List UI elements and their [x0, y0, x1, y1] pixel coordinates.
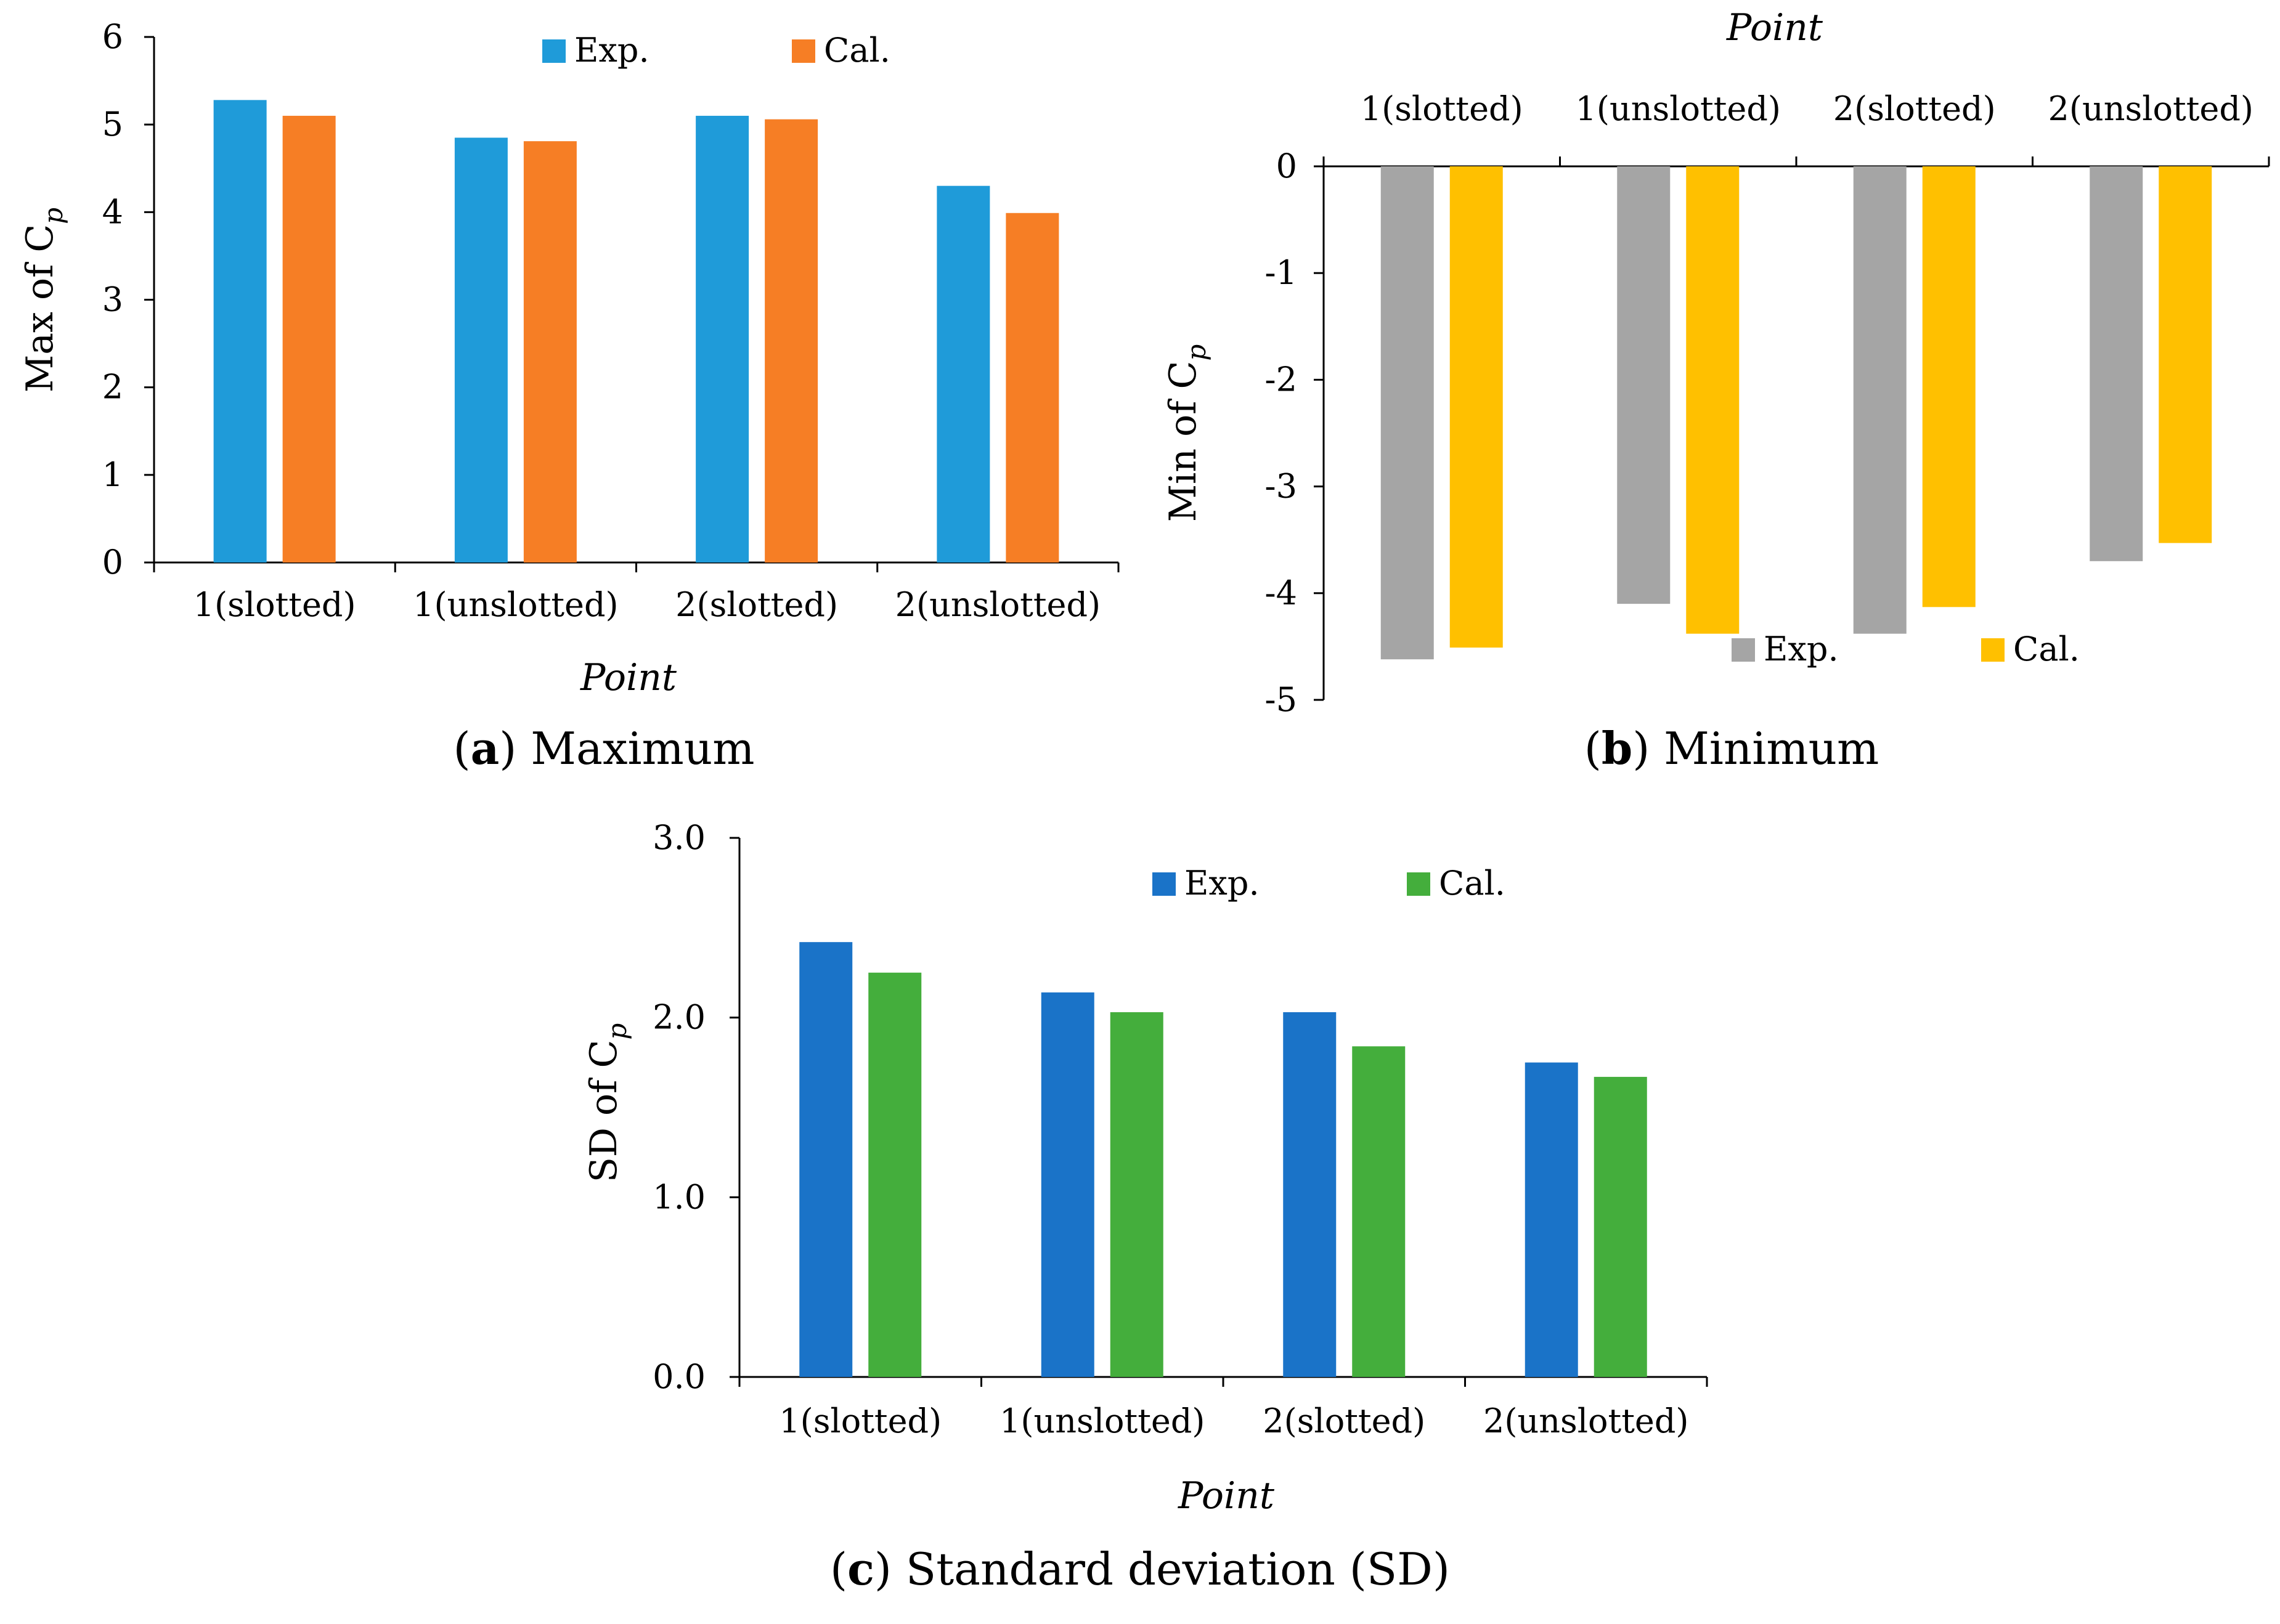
chart-c-y-tick-label: 3.0 [653, 818, 706, 857]
chart-a-bar-cal [1006, 213, 1059, 562]
chart-b-bar-cal [1922, 166, 1976, 607]
chart-b-bar-cal [1449, 166, 1503, 648]
chart-b-legend-label: Cal. [2013, 630, 2080, 668]
chart-b-caption: (b) Minimum [1584, 722, 1879, 774]
chart-b-y-title-text: Min of Cp [1162, 344, 1211, 522]
chart-a-legend-swatch [792, 39, 815, 63]
chart-c-legend-swatch [1152, 872, 1176, 896]
chart-a-x-tick-label: 2(slotted) [675, 585, 838, 624]
chart-c-x-tick-label: 1(slotted) [779, 1402, 942, 1440]
chart-a-caption-text: Maximum [531, 723, 754, 774]
chart-c-y-title-main: SD of C [582, 1040, 625, 1183]
chart-c-caption-text: Standard deviation (SD) [906, 1543, 1450, 1595]
chart-c-caption-close: ) [874, 1543, 906, 1595]
chart-a-y-title-sub: p [38, 208, 68, 224]
chart-b-x-tick-label: 1(slotted) [1361, 89, 1523, 128]
chart-c-bar-exp [1283, 1012, 1337, 1377]
chart-c-caption-letter: c [847, 1543, 874, 1595]
chart-b-y-title-main: Min of C [1162, 361, 1205, 522]
chart-b-y-tick-label: -3 [1264, 467, 1297, 506]
chart-a-y-tick-label: 1 [102, 455, 123, 494]
chart-c-bar-cal [1594, 1076, 1647, 1377]
chart-a-y-tick-label: 2 [102, 368, 123, 407]
chart-b-legend-swatch [1732, 638, 1755, 662]
chart-b-y-tick-label: -5 [1264, 680, 1297, 719]
chart-b-legend-swatch [1981, 638, 2005, 662]
chart-c-y-title-text: SD of Cp [582, 1023, 632, 1182]
chart-b-caption-text: Minimum [1664, 723, 1879, 774]
chart-a-caption-close: ) [499, 723, 531, 774]
chart-c-y-title-sub: p [602, 1023, 632, 1040]
chart-a-x-tick-label: 2(unslotted) [895, 585, 1101, 624]
chart-a-y-tick-label: 0 [102, 543, 123, 582]
chart-c-caption: (c) Standard deviation (SD) [830, 1543, 1450, 1595]
chart-b-y-tick-label: 0 [1276, 147, 1297, 185]
chart-b-y-title-sub: p [1181, 344, 1211, 361]
chart-b-caption-open: ( [1584, 723, 1602, 774]
chart-b-bar-exp [2090, 166, 2143, 561]
chart-c-bar-cal [1110, 1012, 1163, 1377]
chart-c-legend-swatch [1407, 872, 1430, 896]
chart-c-caption-open: ( [830, 1543, 847, 1595]
chart-c-bar-exp [1525, 1062, 1578, 1377]
chart-b-bar-cal [1686, 166, 1740, 634]
chart-b-x-tick-label: 1(unslotted) [1576, 89, 1781, 128]
chart-a-y-tick-label: 4 [102, 192, 123, 231]
chart-a-y-tick-label: 5 [102, 105, 123, 144]
chart-c-bar-exp [799, 942, 853, 1377]
chart-a-y-title: Max of Cp [18, 208, 68, 392]
chart-a-caption-letter: a [471, 722, 500, 774]
chart-b-x-tick-label: 2(slotted) [1833, 89, 1996, 128]
chart-b-legend-label: Exp. [1764, 630, 1839, 668]
chart-a-bar-exp [937, 185, 990, 562]
chart-a-caption: (a) Maximum [454, 722, 755, 774]
chart-c-legend-label: Cal. [1439, 864, 1505, 903]
chart-c-bar-exp [1041, 992, 1094, 1377]
chart-c-x-tick-label: 2(slotted) [1263, 1402, 1425, 1440]
chart-a-bar-cal [282, 115, 336, 562]
chart-a-bar-exp [696, 115, 749, 562]
chart-a-y-title-main: Max of C [18, 224, 62, 392]
chart-c-y-title: SD of Cp [582, 1023, 632, 1182]
chart-a-bar-cal [523, 141, 577, 562]
chart-b-caption-close: ) [1632, 723, 1664, 774]
chart-c-x-title: Point [1178, 1474, 1275, 1517]
chart-a-x-title: Point [580, 656, 677, 699]
chart-a-legend-label: Exp. [574, 31, 649, 70]
chart-c-y-tick-label: 1.0 [653, 1177, 706, 1216]
chart-a-y-title-text: Max of Cp [18, 208, 68, 392]
chart-b-y-title: Min of Cp [1162, 344, 1211, 522]
chart-a-caption-open: ( [454, 723, 471, 774]
chart-a-legend-label: Cal. [824, 31, 890, 70]
chart-b-y-tick-label: -2 [1264, 360, 1297, 399]
chart-b-y-tick-label: -4 [1264, 574, 1297, 612]
chart-b-bar-exp [1853, 166, 1907, 634]
chart-a-bar-exp [213, 100, 267, 563]
chart-c-bar-cal [868, 972, 922, 1377]
chart-b-y-tick-label: -1 [1264, 253, 1297, 292]
chart-c-x-tick-label: 2(unslotted) [1483, 1402, 1688, 1440]
chart-c-x-tick-label: 1(unslotted) [1000, 1402, 1205, 1440]
chart-b-bar-exp [1617, 166, 1671, 604]
chart-a-x-tick-label: 1(unslotted) [413, 585, 618, 624]
chart-b-caption-letter: b [1602, 722, 1632, 774]
chart-c-y-tick-label: 0.0 [653, 1357, 706, 1396]
chart-a-legend-swatch [542, 39, 566, 63]
chart-a-y-tick-label: 3 [102, 280, 123, 319]
chart-c-legend-label: Exp. [1184, 864, 1260, 903]
chart-a-x-tick-label: 1(slotted) [193, 585, 356, 624]
chart-a-y-tick-label: 6 [102, 17, 123, 56]
chart-a-bar-cal [765, 119, 818, 563]
chart-b-x-title: Point [1726, 6, 1823, 49]
chart-b-bar-cal [2159, 166, 2212, 543]
chart-b-bar-exp [1380, 166, 1434, 660]
chart-c-y-tick-label: 2.0 [653, 998, 706, 1037]
chart-a-bar-exp [454, 137, 508, 562]
chart-c-bar-cal [1352, 1046, 1406, 1377]
chart-b-x-tick-label: 2(unslotted) [2048, 89, 2254, 128]
